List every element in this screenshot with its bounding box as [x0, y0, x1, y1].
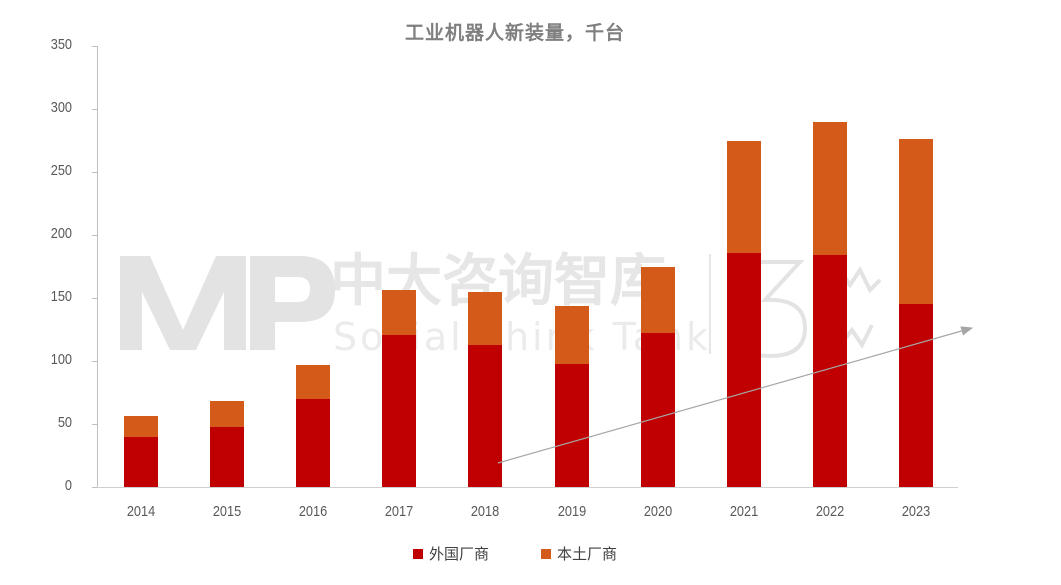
bar-segment-foreign[interactable] [382, 334, 417, 487]
x-tick-label: 2017 [385, 503, 414, 520]
bar-segment-domestic[interactable] [296, 364, 331, 399]
legend-item-foreign[interactable]: 外国厂商 [412, 543, 489, 564]
y-tick-mark [92, 298, 97, 299]
legend-label-foreign: 外国厂商 [428, 545, 489, 563]
y-tick-label: 300 [50, 99, 72, 116]
y-tick-label: 50 [57, 414, 72, 431]
legend-swatch-foreign [412, 548, 423, 559]
y-axis [97, 46, 98, 487]
y-tick-label: 0 [64, 477, 72, 494]
bar-segment-foreign[interactable] [124, 436, 158, 487]
bar-segment-foreign[interactable] [812, 255, 847, 487]
x-tick-label: 2016 [299, 503, 328, 520]
y-tick-mark [92, 361, 97, 362]
bar-2016[interactable] [296, 364, 331, 487]
x-tick-label: 2021 [729, 503, 758, 520]
x-tick-label: 2020 [643, 503, 672, 520]
x-tick-label: 2018 [471, 503, 500, 520]
bar-segment-domestic[interactable] [382, 290, 417, 335]
y-tick-mark [92, 235, 97, 236]
y-tick-mark [92, 46, 97, 47]
bar-2020[interactable] [640, 266, 675, 487]
bar-segment-foreign[interactable] [296, 398, 331, 487]
bar-2023[interactable] [898, 139, 933, 487]
bar-segment-domestic[interactable] [726, 140, 761, 253]
bar-2019[interactable] [554, 305, 589, 487]
y-tick-mark [92, 172, 97, 173]
bar-2015[interactable] [210, 401, 245, 487]
bar-segment-domestic[interactable] [640, 266, 675, 334]
y-tick-label: 100 [50, 351, 72, 368]
y-tick-mark [92, 424, 97, 425]
x-tick-label: 2015 [212, 503, 242, 520]
bar-segment-domestic[interactable] [124, 416, 158, 437]
bar-segment-foreign[interactable] [726, 252, 761, 487]
bar-segment-foreign[interactable] [554, 363, 589, 487]
bar-segment-domestic[interactable] [468, 291, 503, 345]
bar-2021[interactable] [726, 140, 761, 487]
bar-segment-domestic[interactable] [210, 401, 245, 427]
bar-2014[interactable] [124, 416, 158, 487]
bar-segment-domestic[interactable] [554, 305, 589, 364]
chart-title: 工业机器人新装量，千台 [404, 22, 625, 44]
bar-segment-foreign[interactable] [898, 304, 933, 487]
y-tick-label: 200 [50, 225, 72, 242]
bar-segment-foreign[interactable] [468, 344, 503, 487]
legend-swatch-domestic [541, 548, 551, 559]
legend-label-domestic: 本土厂商 [557, 545, 618, 563]
y-tick-mark [92, 487, 97, 488]
x-tick-label: 2019 [557, 503, 586, 520]
x-axis [97, 487, 958, 488]
bar-segment-domestic[interactable] [812, 121, 847, 256]
y-tick-label: 250 [50, 162, 72, 179]
y-tick-mark [92, 109, 97, 110]
legend-item-domestic[interactable]: 本土厂商 [541, 543, 617, 564]
x-tick-label: 2022 [815, 503, 844, 520]
bar-segment-domestic[interactable] [898, 139, 933, 305]
bar-segment-foreign[interactable] [640, 333, 675, 487]
x-tick-label: 2014 [126, 503, 156, 520]
bar-2022[interactable] [812, 121, 847, 487]
legend: 外国厂商 本土厂商 [0, 543, 1030, 564]
bar-2018[interactable] [468, 291, 503, 487]
y-tick-label: 350 [50, 36, 72, 53]
x-tick-label: 2023 [901, 503, 931, 520]
bar-segment-foreign[interactable] [210, 426, 245, 487]
trend-arrow-line [497, 326, 974, 464]
bar-2017[interactable] [382, 290, 417, 487]
y-tick-label: 150 [50, 288, 72, 305]
